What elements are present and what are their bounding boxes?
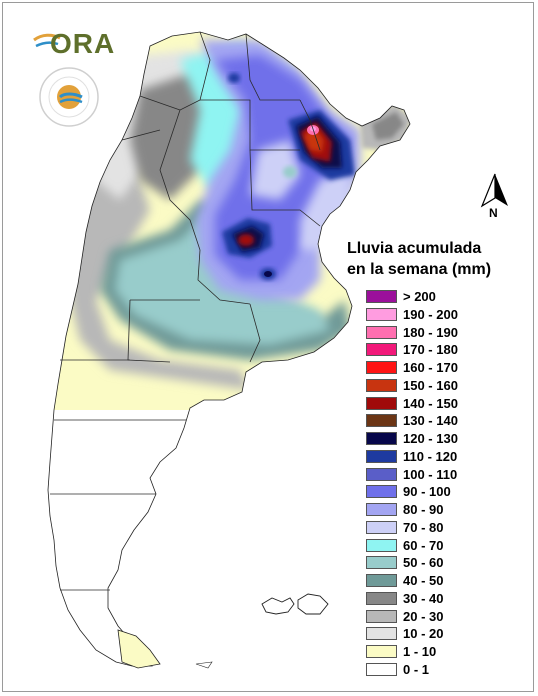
legend-title-line1: Lluvia acumulada — [347, 240, 482, 257]
legend-swatch — [366, 467, 397, 481]
legend-swatch — [366, 361, 397, 374]
legend-swatch — [366, 414, 397, 428]
legend-label: 100 - 110 — [403, 466, 458, 482]
legend-label: 120 - 130 — [403, 431, 458, 446]
smn-seal — [38, 66, 100, 128]
legend-swatch — [366, 556, 397, 570]
legend-label: 190 - 200 — [403, 306, 458, 322]
legend-swatch — [366, 662, 397, 676]
rainfall-legend: > 200 190 - 200 180 - 190 170 - 180 160 - 17… — [366, 288, 506, 679]
legend-item: 40 - 50 — [366, 572, 506, 590]
legend-label: 110 - 120 — [403, 448, 458, 464]
legend-label: 140 - 150 — [403, 395, 458, 411]
legend-swatch — [366, 485, 397, 499]
legend-swatch — [366, 503, 397, 516]
legend-item: 110 - 120 — [366, 448, 506, 466]
legend-item: 120 - 130 — [366, 430, 506, 448]
north-label: N — [489, 206, 498, 220]
legend-label: 70 - 80 — [403, 519, 444, 535]
legend-item: 100 - 110 — [366, 466, 506, 484]
legend-item: 10 - 20 — [366, 625, 506, 643]
legend-item: 1 - 10 — [366, 643, 506, 661]
legend-label: 150 - 160 — [403, 377, 458, 393]
legend-label: 180 - 190 — [403, 324, 458, 340]
ora-swoosh-icon — [33, 33, 61, 48]
north-arrow: N — [478, 172, 512, 222]
legend-label: 60 - 70 — [403, 537, 444, 553]
legend-item: 130 - 140 — [366, 412, 506, 430]
legend-label: 130 - 140 — [403, 413, 458, 429]
legend-item: > 200 — [366, 288, 506, 306]
smn-seal-icon — [39, 67, 99, 127]
legend-item: 170 - 180 — [366, 341, 506, 359]
legend-label: 160 - 170 — [403, 360, 458, 375]
legend-item: 90 - 100 — [366, 483, 506, 501]
legend-item: 160 - 170 — [366, 359, 506, 377]
legend-swatch — [366, 307, 397, 321]
legend-label: 10 - 20 — [403, 626, 444, 642]
legend-swatch — [366, 432, 397, 445]
legend-swatch — [366, 449, 397, 463]
legend-swatch — [366, 591, 397, 605]
legend-swatch — [366, 290, 397, 303]
legend-label: 20 - 30 — [403, 608, 444, 624]
legend-item: 70 - 80 — [366, 519, 506, 537]
ora-logo: ORA — [32, 26, 114, 60]
legend-label: 50 - 60 — [403, 555, 444, 571]
legend-label: 0 - 1 — [403, 661, 430, 677]
legend-item: 20 - 30 — [366, 608, 506, 626]
legend-item: 180 - 190 — [366, 324, 506, 342]
legend-title: Lluvia acumulada en la semana (mm) — [347, 238, 517, 280]
legend-swatch — [366, 378, 397, 392]
legend-title-line2: en la semana (mm) — [347, 261, 492, 278]
legend-item: 60 - 70 — [366, 537, 506, 555]
isla-de-los-estados — [195, 661, 213, 669]
legend-swatch — [366, 325, 397, 339]
malvinas-islands — [261, 593, 329, 615]
legend-swatch — [366, 396, 397, 410]
legend-label: 1 - 10 — [403, 644, 437, 659]
legend-swatch — [366, 538, 397, 552]
legend-item: 140 - 150 — [366, 395, 506, 413]
legend-label: 40 - 50 — [403, 573, 444, 588]
legend-item: 80 - 90 — [366, 501, 506, 519]
ora-logo-text: ORA — [50, 28, 116, 59]
legend-swatch — [366, 343, 397, 357]
legend-item: 150 - 160 — [366, 377, 506, 395]
legend-label: 170 - 180 — [403, 342, 458, 358]
legend-label: 80 - 90 — [403, 502, 444, 517]
tierra-del-fuego — [117, 629, 161, 669]
legend-swatch — [366, 609, 397, 623]
legend-label: > 200 — [403, 289, 436, 304]
legend-label: 30 - 40 — [403, 590, 444, 606]
province-borders — [50, 31, 321, 591]
legend-item: 50 - 60 — [366, 554, 506, 572]
legend-swatch — [366, 520, 397, 534]
north-arrow-icon — [480, 173, 508, 208]
legend-item: 190 - 200 — [366, 306, 506, 324]
legend-item: 30 - 40 — [366, 590, 506, 608]
legend-swatch — [366, 574, 397, 587]
legend-item: 0 - 1 — [366, 661, 506, 679]
legend-label: 90 - 100 — [403, 484, 451, 500]
legend-swatch — [366, 627, 397, 641]
legend-swatch — [366, 645, 397, 658]
